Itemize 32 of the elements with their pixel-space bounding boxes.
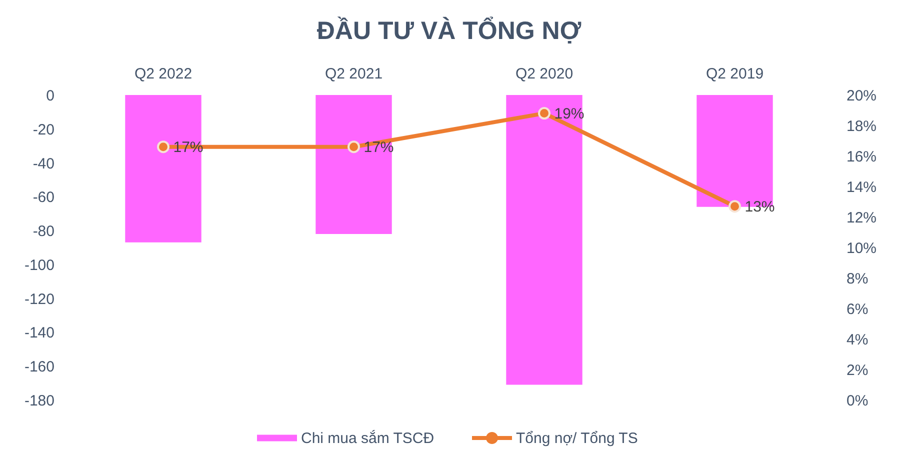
point [538, 107, 550, 120]
point [157, 140, 170, 154]
y2-tick-label: 4% [846, 332, 868, 348]
y2-tick-label: 10% [846, 240, 877, 257]
x-tick-label: Q2 2022 [134, 66, 192, 82]
y-tick-label: -100 [24, 256, 54, 274]
y-tick-label: -40 [32, 155, 54, 172]
x-tick-label: Q2 2021 [324, 66, 383, 82]
x-tick-label: Q2 2019 [706, 66, 764, 82]
y-tick-label: -160 [24, 358, 54, 376]
y2-tick-label: 16% [846, 148, 877, 166]
y-tick-label: -180 [24, 392, 54, 410]
y-tick-label: -80 [32, 223, 54, 240]
y2-tick-label: 6% [846, 301, 868, 318]
y2-tick-label: 12% [846, 210, 877, 226]
chart-title: ĐẦU TƯ VÀ TỔNG NỢ [316, 16, 582, 45]
y-tick-label: 0 [46, 88, 54, 104]
y-tick-label: -120 [24, 290, 54, 308]
x-tick-label: Q2 2020 [515, 66, 574, 82]
y-tick-label: -140 [24, 324, 54, 342]
y2-tick-label: 18% [846, 118, 877, 135]
point [348, 140, 360, 154]
y2-tick-label: 20% [846, 88, 877, 104]
y2-tick-label: 8% [846, 270, 868, 288]
legend-label: Chi mua sắm TSCĐ [301, 429, 434, 447]
y2-tick-label: 14% [846, 179, 877, 196]
y2-tick-label: 2% [846, 362, 868, 379]
y-tick-label: -60 [32, 189, 54, 206]
y-tick-label: -20 [32, 121, 54, 138]
point [728, 200, 741, 213]
y2-tick-label: 0% [846, 392, 868, 410]
legend-label: Tổng nợ/ Tổng TS [516, 430, 638, 447]
